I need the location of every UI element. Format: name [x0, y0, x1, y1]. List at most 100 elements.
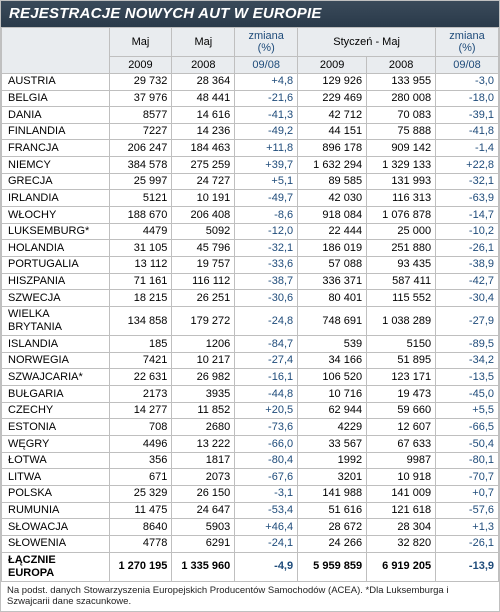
country-cell: LUKSEMBURG* — [2, 223, 110, 240]
ytd-2009-cell: 336 371 — [298, 273, 367, 290]
may-2008-cell: 1 335 960 — [172, 552, 235, 581]
change-ytd-cell: +5,5 — [436, 402, 499, 419]
change-month-cell: -27,4 — [235, 352, 298, 369]
header-change-month: zmiana (%) — [235, 28, 298, 57]
table-container: REJESTRACJE NOWYCH AUT W EUROPIE Maj Maj… — [0, 0, 500, 612]
ytd-2009-cell: 10 716 — [298, 386, 367, 403]
ytd-2009-cell: 22 444 — [298, 223, 367, 240]
table-body: AUSTRIA29 73228 364+4,8129 926133 955-3,… — [2, 73, 499, 581]
ytd-2009-cell: 42 712 — [298, 107, 367, 124]
subheader-2009-y: 2009 — [298, 57, 367, 74]
table-row: AUSTRIA29 73228 364+4,8129 926133 955-3,… — [2, 73, 499, 90]
header-may-2008: Maj — [172, 28, 235, 57]
may-2008-cell: 3935 — [172, 386, 235, 403]
may-2008-cell: 184 463 — [172, 140, 235, 157]
may-2008-cell: 2073 — [172, 469, 235, 486]
change-ytd-cell: -30,4 — [436, 290, 499, 307]
table-row: SZWECJA18 21526 251-30,680 401115 552-30… — [2, 290, 499, 307]
table-row: SŁOWENIA47786291-24,124 26632 820-26,1 — [2, 535, 499, 552]
change-ytd-cell: -38,9 — [436, 256, 499, 273]
header-change-ytd: zmiana (%) — [436, 28, 499, 57]
change-month-cell: +11,8 — [235, 140, 298, 157]
may-2009-cell: 4479 — [109, 223, 172, 240]
ytd-2008-cell: 131 993 — [367, 173, 436, 190]
ytd-2008-cell: 12 607 — [367, 419, 436, 436]
may-2009-cell: 4778 — [109, 535, 172, 552]
may-2008-cell: 179 272 — [172, 306, 235, 335]
change-month-cell: -44,8 — [235, 386, 298, 403]
table-row: ESTONIA7082680-73,6422912 607-66,5 — [2, 419, 499, 436]
ytd-2009-cell: 28 672 — [298, 519, 367, 536]
change-ytd-cell: -10,2 — [436, 223, 499, 240]
country-cell: AUSTRIA — [2, 73, 110, 90]
ytd-2009-cell: 918 084 — [298, 207, 367, 224]
country-cell: FINLANDIA — [2, 123, 110, 140]
may-2008-cell: 14 236 — [172, 123, 235, 140]
country-cell: WĘGRY — [2, 436, 110, 453]
may-2008-cell: 45 796 — [172, 240, 235, 257]
change-month-cell: -49,7 — [235, 190, 298, 207]
may-2008-cell: 19 757 — [172, 256, 235, 273]
table-row: FINLANDIA722714 236-49,244 15175 888-41,… — [2, 123, 499, 140]
ytd-2009-cell: 57 088 — [298, 256, 367, 273]
ytd-2009-cell: 33 567 — [298, 436, 367, 453]
country-cell: WŁOCHY — [2, 207, 110, 224]
ytd-2008-cell: 121 618 — [367, 502, 436, 519]
header-jan-may: Styczeń - Maj — [298, 28, 436, 57]
ytd-2009-cell: 24 266 — [298, 535, 367, 552]
table-header: Maj Maj zmiana (%) Styczeń - Maj zmiana … — [2, 28, 499, 74]
country-cell: ISLANDIA — [2, 336, 110, 353]
may-2009-cell: 14 277 — [109, 402, 172, 419]
table-row: WIELKA BRYTANIA134 858179 272-24,8748 69… — [2, 306, 499, 335]
registrations-table: Maj Maj zmiana (%) Styczeń - Maj zmiana … — [1, 27, 499, 582]
ytd-2009-cell: 1 632 294 — [298, 157, 367, 174]
ytd-2009-cell: 1992 — [298, 452, 367, 469]
may-2009-cell: 134 858 — [109, 306, 172, 335]
change-month-cell: -38,7 — [235, 273, 298, 290]
ytd-2008-cell: 19 473 — [367, 386, 436, 403]
may-2008-cell: 6291 — [172, 535, 235, 552]
change-month-cell: +5,1 — [235, 173, 298, 190]
ytd-2009-cell: 748 691 — [298, 306, 367, 335]
may-2009-cell: 188 670 — [109, 207, 172, 224]
ytd-2009-cell: 141 988 — [298, 485, 367, 502]
may-2009-cell: 13 112 — [109, 256, 172, 273]
country-cell: HOLANDIA — [2, 240, 110, 257]
ytd-2008-cell: 133 955 — [367, 73, 436, 90]
change-month-cell: -32,1 — [235, 240, 298, 257]
ytd-2009-cell: 42 030 — [298, 190, 367, 207]
change-month-cell: +4,8 — [235, 73, 298, 90]
change-month-cell: -80,4 — [235, 452, 298, 469]
may-2008-cell: 24 647 — [172, 502, 235, 519]
change-ytd-cell: +0,7 — [436, 485, 499, 502]
change-ytd-cell: -41,8 — [436, 123, 499, 140]
change-month-cell: -53,4 — [235, 502, 298, 519]
may-2009-cell: 1 270 195 — [109, 552, 172, 581]
ytd-2009-cell: 80 401 — [298, 290, 367, 307]
may-2009-cell: 8640 — [109, 519, 172, 536]
ytd-2009-cell: 44 151 — [298, 123, 367, 140]
change-ytd-cell: -66,5 — [436, 419, 499, 436]
may-2009-cell: 25 329 — [109, 485, 172, 502]
country-cell: HISZPANIA — [2, 273, 110, 290]
change-month-cell: +20,5 — [235, 402, 298, 419]
country-cell: NORWEGIA — [2, 352, 110, 369]
ytd-2008-cell: 67 633 — [367, 436, 436, 453]
may-2008-cell: 275 259 — [172, 157, 235, 174]
may-2008-cell: 26 982 — [172, 369, 235, 386]
may-2008-cell: 206 408 — [172, 207, 235, 224]
change-month-cell: -8,6 — [235, 207, 298, 224]
change-ytd-cell: +1,3 — [436, 519, 499, 536]
change-ytd-cell: -80,1 — [436, 452, 499, 469]
table-row: SŁOWACJA86405903+46,428 67228 304+1,3 — [2, 519, 499, 536]
may-2009-cell: 671 — [109, 469, 172, 486]
change-month-cell: -24,8 — [235, 306, 298, 335]
ytd-2009-cell: 51 616 — [298, 502, 367, 519]
table-row: ŁĄCZNIE EUROPA1 270 1951 335 960-4,95 95… — [2, 552, 499, 581]
change-ytd-cell: -32,1 — [436, 173, 499, 190]
may-2008-cell: 28 364 — [172, 73, 235, 90]
change-ytd-cell: -50,4 — [436, 436, 499, 453]
table-row: HOLANDIA31 10545 796-32,1186 019251 880-… — [2, 240, 499, 257]
table-row: WŁOCHY188 670206 408-8,6918 0841 076 878… — [2, 207, 499, 224]
table-row: CZECHY14 27711 852+20,562 94459 660+5,5 — [2, 402, 499, 419]
